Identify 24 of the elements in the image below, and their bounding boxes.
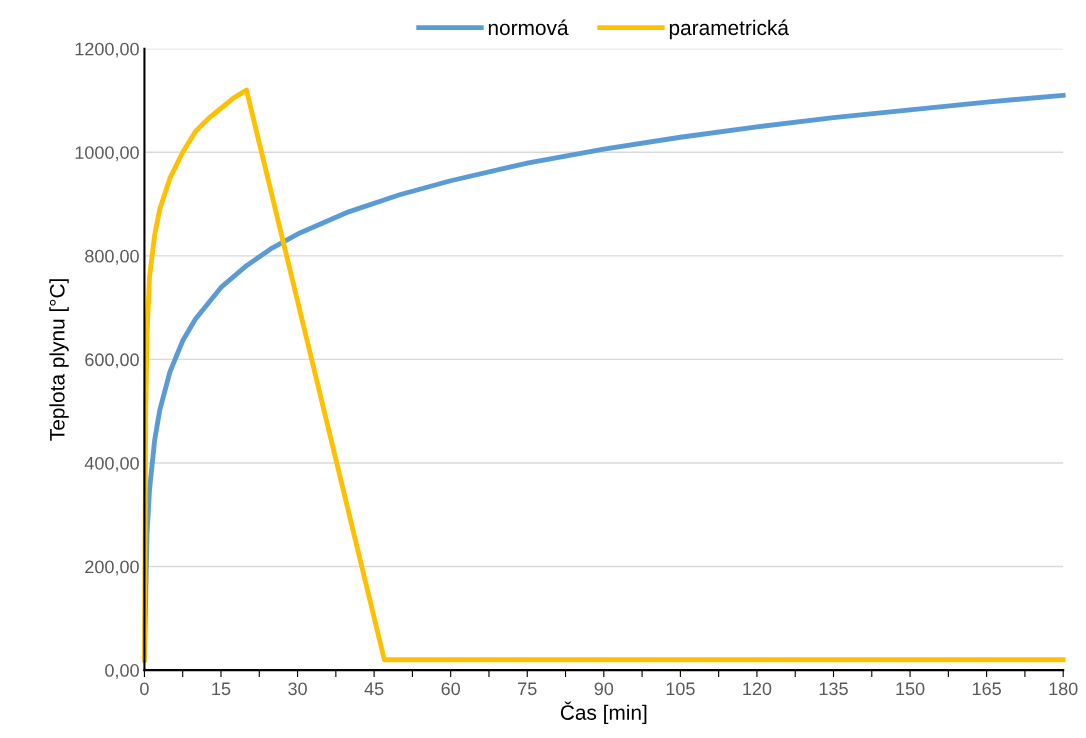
legend-label: parametrická <box>669 19 789 40</box>
x-tick-label: 60 <box>441 682 461 696</box>
x-tick-label: 105 <box>666 682 695 696</box>
x-tick-label: 30 <box>288 682 307 696</box>
x-tick-label: 75 <box>518 682 537 696</box>
x-tick-label: 165 <box>972 682 1001 696</box>
x-tick-label: 135 <box>819 682 848 696</box>
y-tick-label: 200,00 <box>85 560 139 576</box>
x-tick-label: 180 <box>1049 682 1078 696</box>
y-tick-label: 400,00 <box>84 456 139 472</box>
y-tick-label: 0,00 <box>105 664 139 679</box>
x-tick-label: 45 <box>364 682 384 696</box>
y-tick-label: 1000,00 <box>75 146 139 162</box>
y-tick-label: 600,00 <box>85 353 139 369</box>
y-tick-label: 1200,00 <box>75 42 139 58</box>
y-axis-title: Teplota plynu [°C] <box>49 279 69 441</box>
x-axis-title: Čas [min] <box>560 701 647 725</box>
x-tick-label: 0 <box>140 682 149 696</box>
x-tick-label: 150 <box>896 682 925 696</box>
legend-label: normová <box>488 19 569 36</box>
x-tick-label: 120 <box>743 682 772 696</box>
x-tick-label: 15 <box>212 682 231 696</box>
y-tick-label: 800,00 <box>85 249 139 265</box>
x-tick-label: 90 <box>594 682 614 696</box>
